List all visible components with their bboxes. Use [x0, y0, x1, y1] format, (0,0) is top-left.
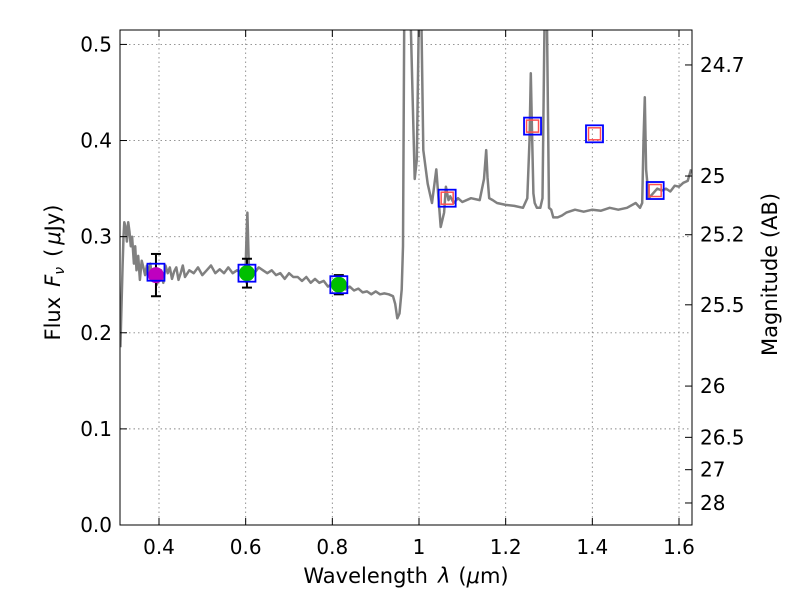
y-axis-label-unit-open: ( — [41, 249, 65, 257]
spectrum-line — [120, 30, 692, 348]
magnitude-tick-label: 26 — [700, 374, 725, 398]
magnitude-tick-label: 25.5 — [700, 293, 745, 317]
model-photometry-point — [146, 262, 166, 282]
x-axis-label-unit-rest: m) — [480, 564, 509, 588]
x-tick-label: 1.2 — [490, 535, 522, 559]
y-tick-label: 0.1 — [80, 417, 112, 441]
upper-limit-marker — [587, 127, 602, 141]
x-axis-label-unit-mu: μ — [466, 564, 480, 588]
model-photometry-point — [437, 188, 457, 208]
detection-point — [147, 267, 164, 284]
upper-limit-marker — [525, 119, 540, 133]
magnitude-tick-label: 26.5 — [700, 425, 745, 449]
x-axis-label-symbol: λ — [437, 564, 450, 588]
model-photometry-point — [237, 263, 257, 283]
model-photometry-point — [645, 181, 665, 200]
y-axis-label-symbol: F — [41, 274, 65, 287]
y-axis-label-sub: ν — [52, 267, 68, 275]
x-axis-label-unit-open: ( — [458, 564, 466, 588]
grid — [120, 30, 692, 526]
detection-point — [330, 276, 347, 293]
upper-limit-marker — [648, 183, 662, 198]
x-tick-label: 1 — [413, 535, 426, 559]
model-spectrum — [120, 30, 692, 348]
upper-limit-marker — [440, 191, 454, 205]
x-tick-label: 1.6 — [663, 535, 695, 559]
magnitude-tick-label: 25.2 — [700, 223, 745, 247]
y-axis-label-unit-mu: μ — [41, 231, 65, 245]
magnitude-tick-label: 28 — [700, 491, 725, 515]
y-tick-label: 0.0 — [80, 513, 112, 537]
x-tick-label: 0.6 — [230, 535, 262, 559]
magnitude-tick-label: 27 — [700, 458, 725, 482]
model-photometry-point — [329, 275, 349, 295]
magnitude-tick-label: 25 — [700, 164, 725, 188]
y-tick-label: 0.4 — [80, 129, 112, 153]
magnitude-axis-label: Magnitude (AB) — [758, 193, 782, 356]
y-axis-label: Flux Fν ( μJy) — [41, 205, 68, 341]
y-axis-label-unit-rest: Jy) — [41, 205, 65, 234]
model-photometry-point — [523, 116, 542, 136]
y-tick-label: 0.5 — [80, 32, 112, 56]
axis-ticks: 0.4 0.6 0.8 1 1.2 1.4 1.6 0.0 0.1 0.2 0.3 0.4 0.5 24.… — [80, 30, 745, 559]
model-photometry-point — [585, 124, 604, 144]
x-axis-label-text: Wavelength — [303, 564, 428, 588]
x-tick-label: 1.4 — [576, 535, 608, 559]
photometry-points — [146, 116, 665, 298]
y-tick-label: 0.3 — [80, 225, 112, 249]
y-axis-label-text: Flux — [41, 297, 65, 341]
x-tick-label: 0.4 — [143, 535, 175, 559]
y-tick-label: 0.2 — [80, 321, 112, 345]
x-tick-label: 0.8 — [316, 535, 348, 559]
x-axis-label: Wavelength λ (μm) — [303, 564, 508, 588]
plot-frame — [119, 29, 693, 526]
magnitude-tick-label: 24.7 — [700, 53, 745, 77]
detection-point — [238, 265, 255, 282]
